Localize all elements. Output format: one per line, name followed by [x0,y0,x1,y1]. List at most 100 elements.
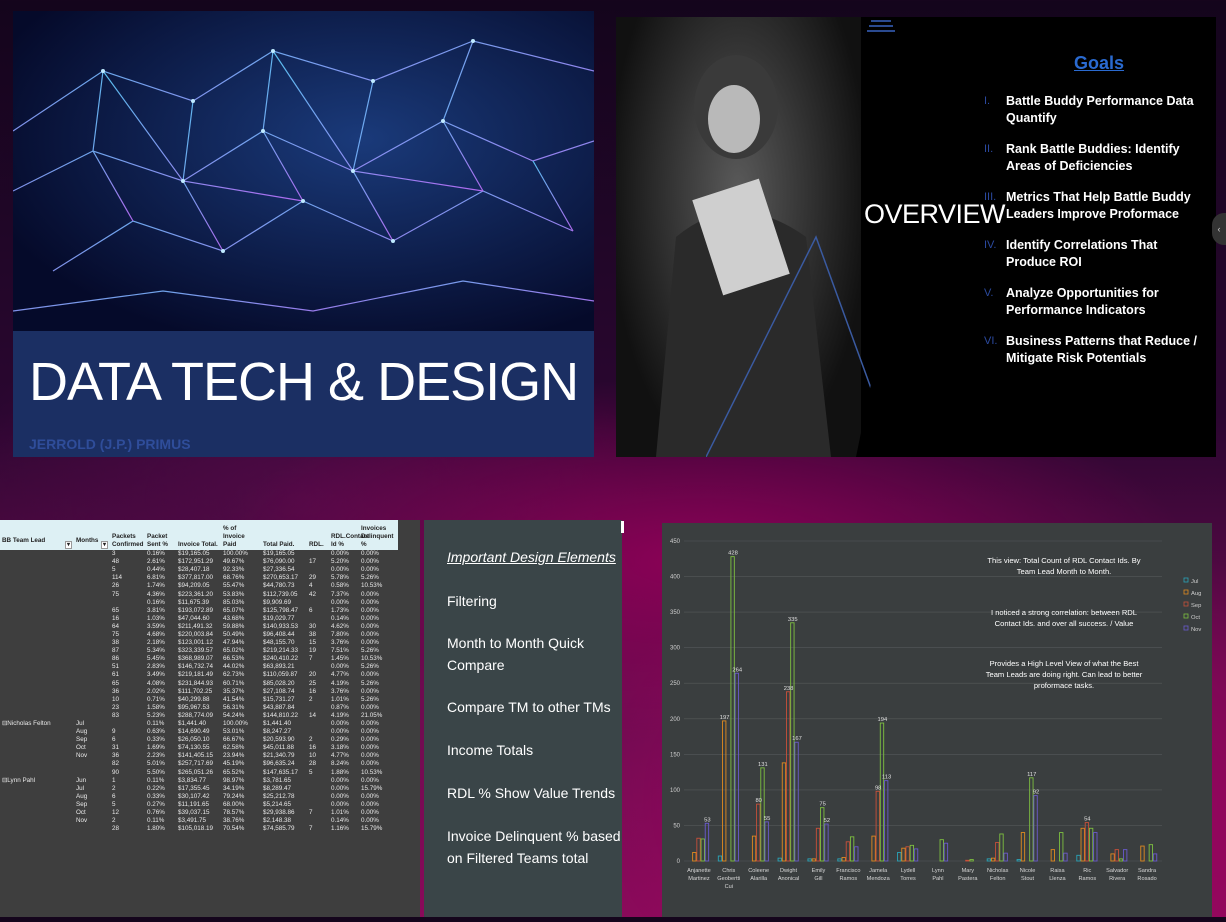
table-cell [0,704,74,712]
table-cell: 3.81% [147,606,165,614]
table-cell: $112,739.05 [263,590,298,598]
table-cell [307,550,329,558]
table-body: 3 0.16% $19,165.05 100.00% $19,165.05 0.00% 0.… [0,550,398,833]
table-cell: $223,361.20 [178,590,214,598]
table-cell: $11,191.65 [178,800,210,808]
table-cell: 16 [309,744,317,752]
overview-heading: OVERVIEW [864,199,1006,229]
table-cell: 6 [112,736,116,744]
table-cell: 60.71% [223,679,245,687]
table-cell [307,663,329,671]
table-row: 23 1.58% $95,967.53 56.31% $43,887.84 0.87% 0.… [0,704,398,712]
bar [939,839,944,862]
x-tick-label: Geobertti [717,876,740,882]
table-cell: 2.83% [147,663,165,671]
table-cell: 0.00% [331,566,349,574]
network-graphic [13,39,594,312]
table-cell [74,688,110,696]
table-cell: 38 [309,630,317,638]
table-cell: $19,029.77 [263,614,295,622]
data-label: 238 [784,686,794,692]
table-cell: 92.33% [223,566,245,574]
table-cell[interactable]: ⊟Lynn Pahl [2,776,36,784]
bar [871,835,876,862]
table-cell: Jul [76,720,85,728]
table-cell: $48,155.70 [263,639,295,647]
x-tick-label: Ramos [1078,876,1096,882]
goal-number: IV. [984,239,997,251]
x-tick-label: Pastera [958,876,978,882]
table-row: 65 4.08% $231,844.93 60.71% $85,028.20 25 4.19… [0,680,398,688]
bar [1123,849,1128,862]
bar [790,622,795,862]
table-cell: 5.26% [361,574,379,582]
table-cell: 36 [112,687,120,695]
note-item: Filtering [447,593,497,609]
table-cell: $28,407.18 [178,566,210,574]
table-cell: 10.53% [361,768,383,776]
filter-dropdown-icon[interactable]: ▾ [64,541,72,549]
table-cell: $211,491.32 [178,622,213,630]
table-cell: $25,212.78 [263,792,295,800]
table-header-cell: Packets Confirmed [110,520,145,550]
note-item: RDL % Show Value Trends [447,785,616,801]
table-header-cell: Invoice Total. [176,520,221,550]
chart-annotation: Contact Ids. and over all success. / Val… [995,619,1134,628]
table-cell: 3.76% [331,687,349,695]
table-cell: 0.16% [147,598,165,606]
table-row: Sep 5 0.27% $11,191.65 68.00% $5,214.65 0.00% 0… [0,801,398,809]
table-cell: 1 [112,776,116,784]
table-cell: 15.79% [361,784,383,792]
table-cell: 65 [112,679,120,687]
table-header-cell: Total Paid. [261,520,307,550]
table-cell [0,558,74,566]
table-cell[interactable]: ⊟Nicholas Felton [2,720,51,728]
table-cell: 5.01% [147,760,165,768]
filter-dropdown-icon[interactable]: ▾ [100,541,108,549]
legend-swatch [1183,577,1189,583]
table-cell: $3,834.77 [178,776,207,784]
bar [879,722,885,862]
header-months[interactable]: Months ▾ [74,520,110,550]
table-cell [0,769,74,777]
side-scroll-button[interactable]: ‹ [1212,213,1226,245]
table-cell: $63,893.21 [263,663,295,671]
bar [901,847,906,862]
table-cell: 5 [112,800,116,808]
table-cell: 54.24% [223,711,245,719]
table-cell [307,817,329,825]
table-cell: 6.81% [147,574,165,582]
table-cell: 62.73% [223,671,245,679]
x-tick-label: Raisa [1050,868,1065,874]
woman-with-tablet-image [616,17,861,457]
y-tick-label: 150 [670,752,681,758]
table-row: ⊟Lynn Pahl Jun 1 0.11% $3,834.77 98.97% $3,781… [0,777,398,785]
table-cell [74,680,110,688]
chart-annotation: Provides a High Level View of what the B… [990,659,1140,668]
table-cell: $15,731.27 [263,695,295,703]
table-cell: 0.00% [361,703,379,711]
data-label: 55 [764,816,770,822]
table-row: 51 2.83% $146,732.74 44.02% $63,893.21 0.00% 5… [0,663,398,671]
table-cell: 6 [112,792,116,800]
table-cell: 19 [309,647,317,655]
table-cell: $43,887.84 [263,703,295,711]
table-row: 75 4.68% $220,003.84 50.49% $96,408.44 38 7.80… [0,631,398,639]
bar [897,852,902,862]
header-team-lead[interactable]: BB Team Lead ▾ [0,520,74,550]
table-cell: $9,909.69 [263,598,292,606]
table-cell: 66.67% [223,736,245,744]
x-tick-label: Dwight [780,868,798,874]
table-cell [74,639,110,647]
table-cell [0,712,74,720]
table-cell: 0.29% [331,736,349,744]
table-cell: 23.94% [223,752,245,760]
bar [1076,854,1081,862]
table-cell [0,574,74,582]
panel-marker [621,521,624,533]
table-cell: $96,635.24 [263,760,295,768]
table-cell [307,728,329,736]
table-cell: Nov [76,752,88,760]
table-cell: 65.07% [223,606,245,614]
table-cell: 2.18% [147,639,165,647]
